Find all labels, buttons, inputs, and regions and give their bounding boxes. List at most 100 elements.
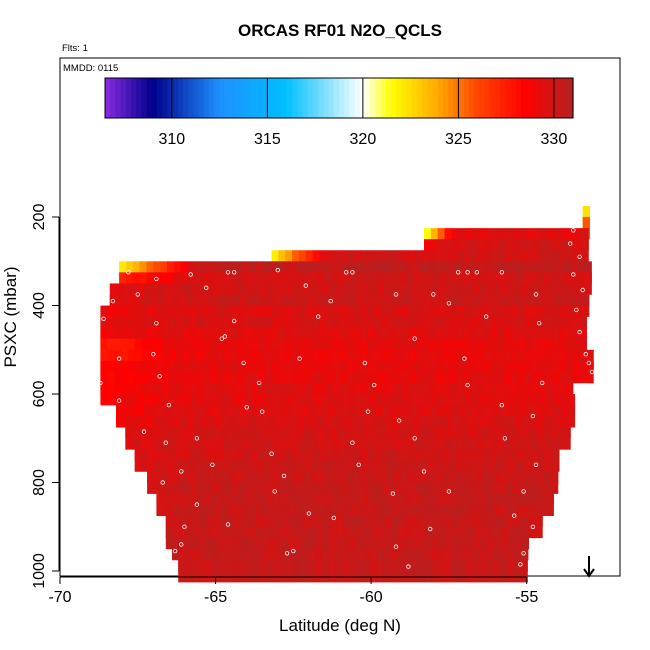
- heatmap-cell: [328, 560, 337, 583]
- x-axis: -70 -65 -60 -55: [48, 576, 538, 606]
- colorbar-segment: [567, 78, 574, 118]
- colorbar-segment: [547, 78, 553, 118]
- flight-point: [350, 440, 355, 445]
- flight-point: [194, 502, 200, 507]
- heatmap-cell: [191, 560, 200, 583]
- flight-point: [231, 270, 237, 275]
- flight-point: [512, 513, 517, 518]
- colorbar-segment: [188, 78, 194, 118]
- flight-point: [284, 551, 290, 556]
- flight-point: [101, 316, 106, 321]
- heatmap-cell: [499, 560, 508, 583]
- colorbar-segment: [157, 78, 163, 118]
- heatmap-cell: [550, 471, 559, 494]
- flight-point: [141, 429, 147, 434]
- colorbar-segment: [136, 78, 142, 118]
- colorbar-segment: [105, 78, 111, 118]
- colorbar-segment: [172, 78, 179, 118]
- heatmap-cell: [165, 526, 174, 550]
- flight-point: [210, 462, 215, 467]
- heatmap-cell: [506, 560, 515, 583]
- colorbar-segment: [515, 78, 522, 118]
- colorbar-segment: [536, 78, 543, 118]
- y-tick-label: 200: [31, 204, 48, 231]
- colorbar-segment: [240, 78, 246, 118]
- colorbar-segment: [209, 78, 215, 118]
- colorbar-segment: [505, 78, 512, 118]
- flight-point: [160, 480, 165, 485]
- flight-point: [577, 329, 582, 335]
- heatmap-cell: [100, 383, 108, 406]
- flight-point: [154, 276, 159, 282]
- heatmap-cell: [563, 427, 571, 450]
- flight-point: [222, 334, 228, 339]
- flight-point: [372, 382, 377, 388]
- y-axis-label: PSXC (mbar): [1, 266, 20, 367]
- colorbar-segment: [344, 78, 350, 118]
- flight-point: [574, 307, 579, 313]
- flight-point: [362, 360, 368, 366]
- colorbar-segment: [385, 78, 392, 118]
- colorbar-segment: [541, 78, 548, 118]
- colorbar: 310 315 320 325 330: [104, 77, 574, 148]
- flight-point: [269, 451, 274, 456]
- flight-point: [536, 321, 542, 326]
- heatmap-cell: [156, 493, 164, 517]
- colorbar-segment: [562, 78, 569, 118]
- colorbar-segment: [276, 78, 283, 118]
- colorbar-segment: [391, 78, 397, 118]
- flight-point: [530, 524, 536, 529]
- colorbar-segment: [292, 78, 298, 118]
- flight-point: [303, 283, 308, 288]
- flight-point: [179, 469, 184, 474]
- heatmap-cell: [539, 493, 548, 517]
- flight-point: [244, 405, 249, 410]
- heatmap-cell: [226, 560, 234, 583]
- x-tick-label: -55: [515, 589, 538, 606]
- flight-point: [412, 336, 417, 341]
- flight-point: [577, 254, 582, 259]
- heatmap-cell: [465, 560, 474, 583]
- colorbar-segment: [183, 78, 189, 118]
- heatmap-cell: [342, 560, 350, 583]
- flight-point: [571, 272, 576, 277]
- colorbar-segment: [198, 78, 205, 118]
- colorbar-segment: [489, 78, 496, 118]
- heatmap: [100, 206, 594, 583]
- colorbar-segment: [365, 78, 371, 118]
- flight-point: [172, 548, 178, 554]
- heatmap-cell: [134, 449, 143, 472]
- heatmap-cell: [335, 560, 343, 583]
- colorbar-segment: [151, 78, 158, 118]
- colorbar-segment: [557, 78, 564, 118]
- flight-point: [316, 314, 321, 319]
- heatmap-cell: [198, 560, 207, 583]
- colorbar-segment: [141, 78, 148, 118]
- colorbar-segment: [328, 78, 335, 118]
- colorbar-segment: [110, 78, 116, 118]
- flight-point: [157, 374, 162, 379]
- colorbar-segment: [427, 78, 434, 118]
- heatmap-cell: [452, 560, 460, 583]
- flight-track-points: [98, 214, 595, 569]
- colorbar-segment: [370, 78, 376, 118]
- flight-point: [182, 524, 187, 529]
- heatmap-cell: [479, 560, 487, 583]
- colorbar-segment: [125, 78, 132, 118]
- colorbar-segment: [193, 78, 200, 118]
- flight-point: [577, 214, 582, 220]
- heatmap-cell: [356, 560, 364, 583]
- colorbar-segment: [297, 78, 304, 118]
- heatmap-cell: [294, 560, 302, 583]
- heatmap-cell: [513, 560, 521, 583]
- heatmap-cell: [239, 560, 248, 583]
- flight-point: [356, 462, 361, 467]
- heatmap-cell: [349, 560, 357, 583]
- flight-point: [256, 380, 262, 386]
- heatmap-cell: [212, 560, 220, 583]
- colorbar-segment: [458, 78, 465, 118]
- heatmap-cell: [205, 560, 213, 583]
- heatmap-cell: [147, 471, 155, 494]
- heatmap-cell: [438, 560, 446, 583]
